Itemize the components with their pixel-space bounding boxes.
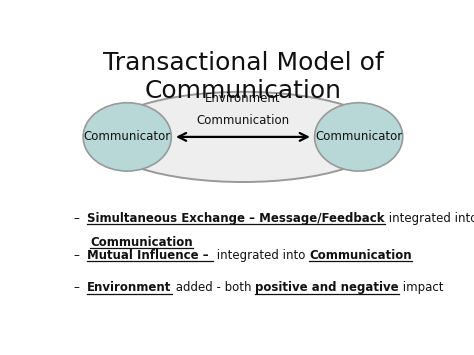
Text: Communication: Communication xyxy=(309,248,412,262)
Text: impact: impact xyxy=(399,282,443,294)
Text: added - both: added - both xyxy=(172,282,255,294)
Text: Mutual Influence –: Mutual Influence – xyxy=(87,248,213,262)
Text: –: – xyxy=(74,212,87,225)
Text: –: – xyxy=(74,282,87,294)
Text: Communication: Communication xyxy=(91,236,193,249)
Ellipse shape xyxy=(100,92,386,182)
Text: positive and negative: positive and negative xyxy=(255,282,399,294)
Text: Environment: Environment xyxy=(87,282,172,294)
Text: integrated into: integrated into xyxy=(385,212,474,225)
Text: –: – xyxy=(74,248,87,262)
Text: Communicator: Communicator xyxy=(315,130,402,143)
Text: integrated into: integrated into xyxy=(213,248,309,262)
Text: Simultaneous Exchange – Message/Feedback: Simultaneous Exchange – Message/Feedback xyxy=(87,212,385,225)
Text: Communication: Communication xyxy=(196,114,290,127)
Ellipse shape xyxy=(83,103,171,171)
Text: Transactional Model of
Communication: Transactional Model of Communication xyxy=(102,51,383,103)
Ellipse shape xyxy=(315,103,403,171)
Text: Communicator: Communicator xyxy=(83,130,171,143)
Text: Environment: Environment xyxy=(205,92,281,105)
